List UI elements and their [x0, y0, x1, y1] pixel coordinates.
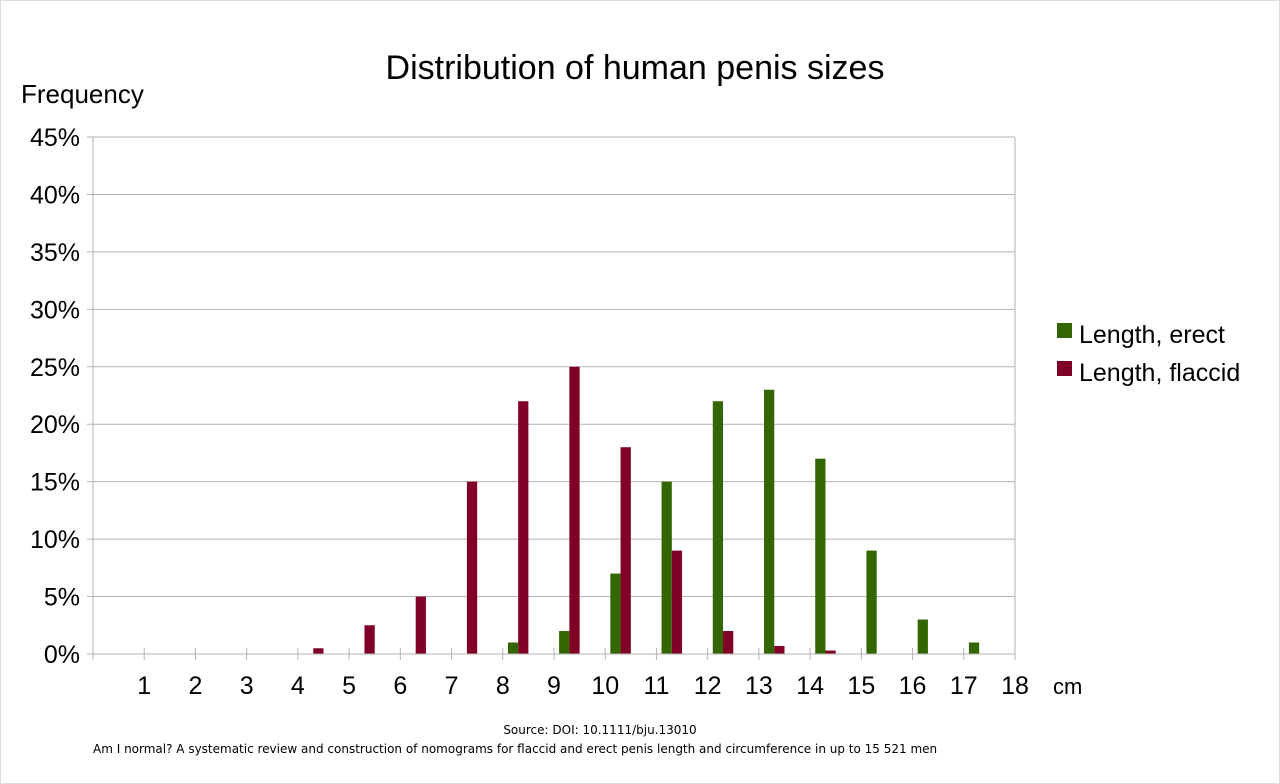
- legend-label: Length, erect: [1079, 321, 1225, 349]
- bar-erect: [661, 481, 672, 654]
- x-tick-label: 7: [445, 672, 459, 700]
- y-tick-label: 45%: [30, 124, 80, 152]
- chart-title: Distribution of human penis sizes: [386, 49, 885, 87]
- bar-flaccid: [569, 366, 580, 654]
- bar-erect: [764, 389, 775, 654]
- bar-flaccid: [364, 625, 375, 654]
- bar-erect: [559, 631, 570, 654]
- y-tick-label: 0%: [44, 641, 80, 669]
- x-tick-label: 18: [1001, 672, 1029, 700]
- source-caption: Source: DOI: 10.1111/bju.13010: [503, 723, 697, 737]
- x-tick-label: 4: [291, 672, 305, 700]
- citation-caption: Am I normal? A systematic review and con…: [93, 742, 938, 756]
- x-tick-label: 9: [547, 672, 561, 700]
- x-tick-label: 11: [643, 672, 669, 700]
- bar-flaccid: [415, 596, 426, 654]
- bar-erect: [712, 401, 724, 654]
- y-axis-label: Frequency: [21, 79, 144, 109]
- bar-flaccid: [671, 550, 683, 654]
- x-tick-label: 1: [137, 672, 151, 700]
- y-tick-label: 10%: [30, 526, 80, 554]
- bar-erect: [866, 550, 877, 654]
- y-tick-label: 30%: [30, 296, 80, 324]
- y-tick-label: 25%: [30, 354, 80, 382]
- x-tick-label: 3: [240, 672, 254, 700]
- x-tick-label: 13: [745, 672, 773, 700]
- x-tick-label: 5: [342, 672, 356, 700]
- x-tick-label: 2: [188, 672, 202, 700]
- x-tick-label: 15: [847, 672, 875, 700]
- x-tick-label: 12: [694, 672, 722, 700]
- y-tick-label: 40%: [30, 181, 80, 209]
- bar-erect: [507, 642, 519, 654]
- legend-swatch: [1057, 323, 1072, 338]
- bar-erect: [917, 619, 928, 654]
- legend-label: Length, flaccid: [1079, 359, 1240, 387]
- x-tick-label: 14: [796, 672, 824, 700]
- bar-flaccid: [825, 650, 836, 654]
- bar-flaccid: [774, 645, 785, 654]
- x-tick-label: 17: [950, 672, 978, 700]
- bar-erect: [968, 642, 980, 654]
- bar-flaccid: [313, 648, 324, 654]
- y-tick-label: 15%: [30, 469, 80, 497]
- legend-swatch: [1057, 361, 1072, 376]
- bar-erect: [815, 458, 826, 654]
- bar-flaccid: [466, 481, 478, 654]
- x-tick-label: 16: [899, 672, 927, 700]
- x-tick-label: 6: [393, 672, 407, 700]
- bar-erect: [610, 573, 621, 654]
- x-axis-label: cm: [1053, 674, 1082, 699]
- bar-flaccid: [620, 447, 631, 654]
- x-tick-label: 8: [496, 672, 510, 700]
- y-tick-label: 35%: [30, 239, 80, 267]
- bar-flaccid: [723, 631, 734, 654]
- y-tick-label: 20%: [30, 411, 80, 439]
- bar-flaccid: [518, 401, 529, 654]
- x-tick-label: 10: [591, 672, 619, 700]
- y-tick-label: 5%: [44, 584, 80, 612]
